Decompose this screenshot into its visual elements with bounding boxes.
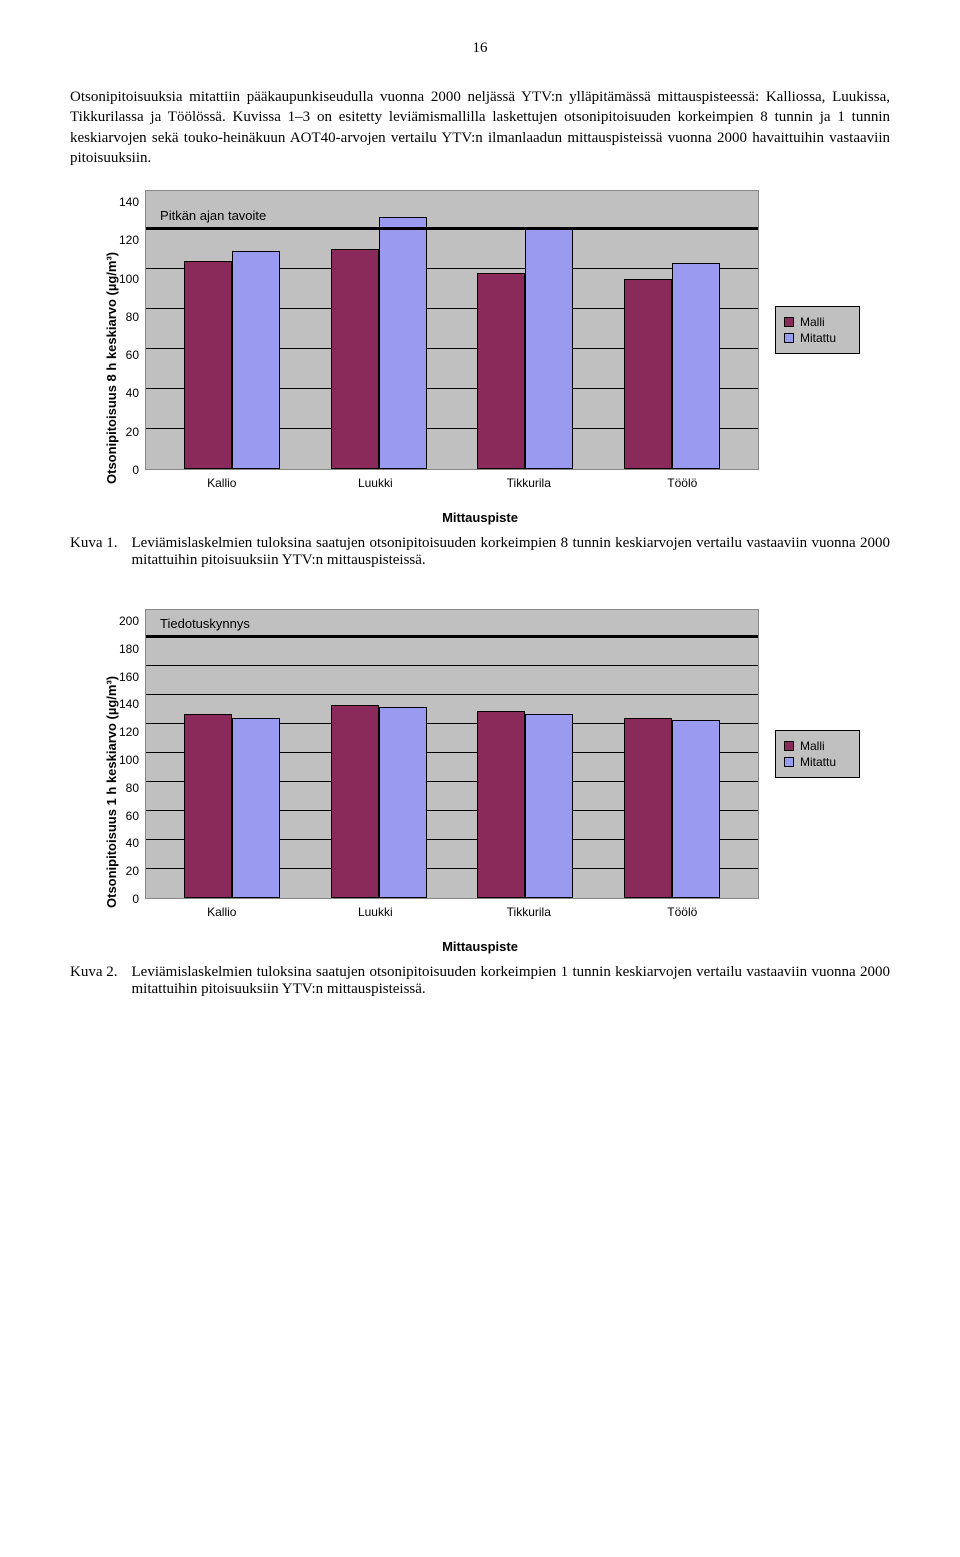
figure2-caption-text: Leviämislaskelmien tuloksina saatujen ot…	[132, 964, 891, 998]
bar-group	[331, 705, 427, 898]
legend-label-mitattu: Mitattu	[800, 755, 836, 769]
threshold-line	[146, 227, 758, 230]
threshold-label: Pitkän ajan tavoite	[160, 208, 266, 223]
y-tick: 140	[119, 698, 139, 710]
y-tick: 180	[119, 643, 139, 655]
bars-layer	[146, 610, 758, 898]
threshold-label: Tiedotuskynnys	[160, 616, 250, 631]
bar-mitattu	[379, 217, 427, 469]
bar-group	[477, 229, 573, 469]
chart1-y-label: Otsonipitoisuus 8 h keskiarvo (µg/m³)	[100, 190, 119, 508]
chart2-x-axis: KallioLuukkiTikkurilaTöölö	[145, 899, 759, 937]
bar-malli	[184, 714, 232, 898]
bar-malli	[331, 249, 379, 469]
x-tick: Tikkurila	[452, 905, 606, 937]
page-number: 16	[70, 40, 890, 57]
bar-malli	[477, 273, 525, 469]
y-tick: 100	[119, 754, 139, 766]
figure1-caption-text: Leviämislaskelmien tuloksina saatujen ot…	[132, 535, 891, 569]
chart2-y-axis: 200180160140120100806040200	[119, 609, 145, 937]
y-tick: 40	[119, 837, 139, 849]
chart1-x-axis: KallioLuukkiTikkurilaTöölö	[145, 470, 759, 508]
y-tick: 80	[119, 311, 139, 323]
bar-malli	[624, 718, 672, 898]
bar-malli	[624, 279, 672, 469]
y-tick: 100	[119, 273, 139, 285]
threshold-line	[146, 635, 758, 638]
legend-swatch-malli	[784, 317, 794, 327]
bar-mitattu	[672, 720, 720, 898]
chart2-y-label: Otsonipitoisuus 1 h keskiarvo (µg/m³)	[100, 609, 119, 937]
y-tick: 60	[119, 349, 139, 361]
bar-mitattu	[232, 251, 280, 469]
intro-paragraph: Otsonipitoisuuksia mitattiin pääkaupunki…	[70, 87, 890, 168]
y-tick: 40	[119, 387, 139, 399]
bars-layer	[146, 191, 758, 469]
bar-mitattu	[379, 707, 427, 898]
bar-mitattu	[232, 718, 280, 898]
y-tick: 120	[119, 726, 139, 738]
bar-group	[477, 711, 573, 898]
y-tick: 20	[119, 426, 139, 438]
bar-mitattu	[525, 229, 573, 469]
figure-2: Otsonipitoisuus 1 h keskiarvo (µg/m³) 20…	[70, 609, 890, 998]
legend-swatch-mitattu	[784, 333, 794, 343]
x-tick: Luukki	[299, 905, 453, 937]
figure2-caption-tag: Kuva 2.	[70, 964, 118, 998]
chart2-plot-area: Tiedotuskynnys	[145, 609, 759, 899]
y-tick: 120	[119, 234, 139, 246]
bar-malli	[477, 711, 525, 898]
y-tick: 20	[119, 865, 139, 877]
bar-group	[184, 251, 280, 469]
figure1-caption-tag: Kuva 1.	[70, 535, 118, 569]
chart2-legend: Malli Mitattu	[775, 730, 860, 778]
legend-swatch-mitattu	[784, 757, 794, 767]
x-tick: Töölö	[606, 476, 760, 508]
y-tick: 80	[119, 782, 139, 794]
chart2-x-label: Mittauspiste	[100, 939, 860, 954]
bar-mitattu	[672, 263, 720, 469]
figure-1: Otsonipitoisuus 8 h keskiarvo (µg/m³) 14…	[70, 190, 890, 569]
chart1-plot-area: Pitkän ajan tavoite	[145, 190, 759, 470]
chart1-x-label: Mittauspiste	[100, 510, 860, 525]
y-tick: 200	[119, 615, 139, 627]
x-tick: Töölö	[606, 905, 760, 937]
chart1-legend: Malli Mitattu	[775, 306, 860, 354]
legend-swatch-malli	[784, 741, 794, 751]
y-tick: 60	[119, 810, 139, 822]
bar-mitattu	[525, 714, 573, 898]
legend-label-mitattu: Mitattu	[800, 331, 836, 345]
bar-group	[624, 718, 720, 898]
y-tick: 160	[119, 671, 139, 683]
legend-label-malli: Malli	[800, 739, 825, 753]
y-tick: 0	[119, 893, 139, 905]
bar-group	[331, 217, 427, 469]
chart-2: Otsonipitoisuus 1 h keskiarvo (µg/m³) 20…	[100, 609, 860, 954]
x-tick: Kallio	[145, 476, 299, 508]
bar-malli	[331, 705, 379, 898]
chart-1: Otsonipitoisuus 8 h keskiarvo (µg/m³) 14…	[100, 190, 860, 525]
legend-label-malli: Malli	[800, 315, 825, 329]
x-tick: Kallio	[145, 905, 299, 937]
x-tick: Tikkurila	[452, 476, 606, 508]
chart1-y-axis: 140 120 100 80 60 40 20 0	[119, 190, 145, 508]
x-tick: Luukki	[299, 476, 453, 508]
y-tick: 0	[119, 464, 139, 476]
bar-group	[624, 263, 720, 469]
bar-malli	[184, 261, 232, 469]
y-tick: 140	[119, 196, 139, 208]
bar-group	[184, 714, 280, 898]
